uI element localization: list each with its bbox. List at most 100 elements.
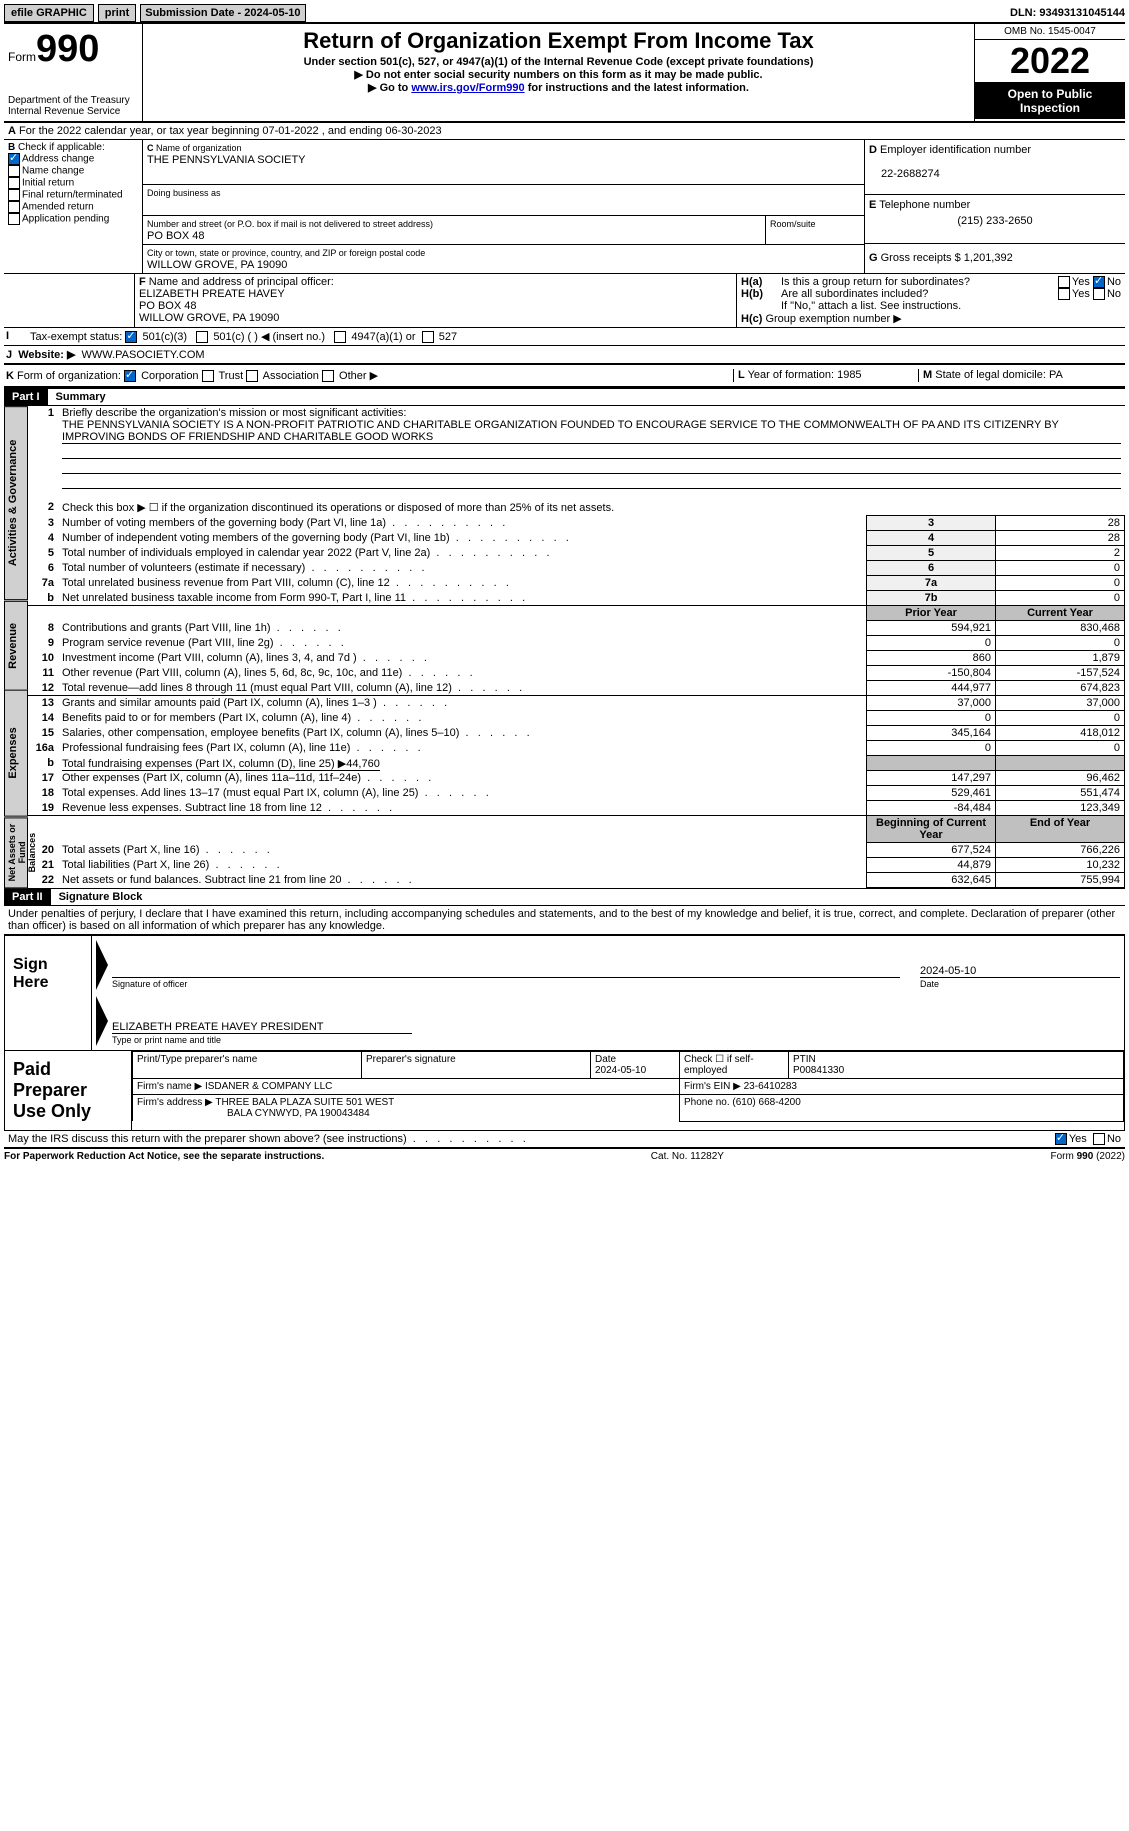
other-label: Other ▶ — [339, 370, 378, 382]
summary-row: 20 Total assets (Part X, line 16) 677,52… — [26, 843, 1125, 858]
summary-row: b Net unrelated business taxable income … — [26, 591, 1125, 606]
prep-date-header: Date — [595, 1054, 616, 1065]
501c3-checkbox[interactable] — [125, 331, 137, 343]
initial-return-label: Initial return — [22, 178, 74, 189]
form-label: Form — [8, 50, 36, 64]
discuss-no-checkbox[interactable] — [1093, 1133, 1105, 1145]
yes-label: Yes — [1072, 288, 1090, 300]
summary-row: 18 Total expenses. Add lines 13–17 (must… — [26, 786, 1125, 801]
dba-label: Doing business as — [147, 188, 221, 198]
part1-title: Summary — [48, 389, 114, 405]
phone-label: Telephone number — [879, 199, 970, 211]
assoc-checkbox[interactable] — [246, 370, 258, 382]
trust-checkbox[interactable] — [202, 370, 214, 382]
part1-header-row: Part I Summary — [4, 388, 1125, 406]
sig-name-label: Type or print name and title — [112, 1035, 221, 1045]
state-domicile-value: PA — [1049, 369, 1063, 381]
sig-arrow-icon — [96, 996, 108, 1046]
assoc-label: Association — [263, 370, 319, 382]
summary-row: 15 Salaries, other compensation, employe… — [26, 726, 1125, 741]
sig-officer-label: Signature of officer — [112, 979, 187, 989]
section-i: I Tax-exempt status: 501(c)(3) 501(c) ( … — [4, 328, 1125, 346]
goto-pre: Go to — [380, 82, 412, 94]
form-title: Return of Organization Exempt From Incom… — [145, 28, 972, 54]
summary-row: 4 Number of independent voting members o… — [26, 531, 1125, 546]
part2-header-row: Part II Signature Block — [4, 888, 1125, 906]
city-value: WILLOW GROVE, PA 19090 — [147, 259, 287, 271]
ptin-header: PTIN — [793, 1054, 816, 1065]
4947a1-checkbox[interactable] — [334, 331, 346, 343]
room-label: Room/suite — [770, 219, 816, 229]
ssn-note: Do not enter social security numbers on … — [145, 68, 972, 81]
discuss-yes-checkbox[interactable] — [1055, 1133, 1067, 1145]
line-a-text: For the 2022 calendar year, or tax year … — [19, 125, 442, 137]
paid-preparer-block: Paid Preparer Use Only Print/Type prepar… — [4, 1051, 1125, 1131]
phone-value: (215) 233-2650 — [869, 215, 1121, 227]
officer-addr1: PO BOX 48 — [139, 300, 196, 312]
sign-block: Sign Here Signature of officer 2024-05-1… — [4, 935, 1125, 1051]
amended-return-checkbox[interactable] — [8, 201, 20, 213]
print-button[interactable]: print — [98, 4, 136, 22]
tab-expenses: Expenses — [4, 690, 28, 817]
ein-label: Employer identification number — [880, 144, 1031, 156]
year-formation-value: 1985 — [837, 369, 861, 381]
sig-name: ELIZABETH PREATE HAVEY PRESIDENT — [112, 1021, 412, 1034]
irs-link[interactable]: www.irs.gov/Form990 — [411, 82, 524, 94]
firm-ein: 23-6410283 — [744, 1081, 797, 1092]
initial-return-checkbox[interactable] — [8, 177, 20, 189]
section-j: J Website: ▶ WWW.PASOCIETY.COM — [4, 346, 1125, 365]
tab-activities: Activities & Governance — [4, 406, 28, 600]
discuss-label: May the IRS discuss this return with the… — [8, 1133, 407, 1145]
summary-row: 8 Contributions and grants (Part VIII, l… — [26, 621, 1125, 636]
pra-notice: For Paperwork Reduction Act Notice, see … — [4, 1151, 324, 1162]
summary-row: 5 Total number of individuals employed i… — [26, 546, 1125, 561]
summary-row: 22 Net assets or fund balances. Subtract… — [26, 873, 1125, 888]
summary-table: 1 Briefly describe the organization's mi… — [26, 406, 1125, 888]
efile-button[interactable]: efile GRAPHIC — [4, 4, 94, 22]
summary-row: 13 Grants and similar amounts paid (Part… — [26, 696, 1125, 711]
org-name-label: Name of organization — [156, 143, 242, 153]
application-pending-checkbox[interactable] — [8, 213, 20, 225]
summary-row: 11 Other revenue (Part VIII, column (A),… — [26, 666, 1125, 681]
other-checkbox[interactable] — [322, 370, 334, 382]
summary-row: 3 Number of voting members of the govern… — [26, 516, 1125, 531]
discuss-row: May the IRS discuss this return with the… — [4, 1131, 1125, 1149]
form-number: 990 — [36, 28, 99, 70]
hb-label: Are all subordinates included? — [781, 288, 1058, 300]
prior-year-header: Prior Year — [867, 606, 996, 621]
name-change-label: Name change — [22, 166, 84, 177]
officer-name: ELIZABETH PREATE HAVEY — [139, 288, 285, 300]
application-pending-label: Application pending — [22, 214, 109, 225]
501c-checkbox[interactable] — [196, 331, 208, 343]
summary-row: 10 Investment income (Part VIII, column … — [26, 651, 1125, 666]
section-fh: F Name and address of principal officer:… — [4, 274, 1125, 328]
section-klm: K Form of organization: Corporation Trus… — [4, 365, 1125, 388]
corp-checkbox[interactable] — [124, 370, 136, 382]
line16b: Total fundraising expenses (Part IX, col… — [62, 758, 380, 771]
name-change-checkbox[interactable] — [8, 165, 20, 177]
form-footer: Form 990 (2022) — [1051, 1151, 1125, 1162]
sign-here-label: Sign Here — [5, 936, 92, 1050]
ha-no-checkbox[interactable] — [1093, 276, 1105, 288]
declaration: Under penalties of perjury, I declare th… — [4, 906, 1125, 935]
top-toolbar: efile GRAPHIC print Submission Date - 20… — [4, 4, 1125, 22]
hb-note: If "No," attach a list. See instructions… — [781, 300, 1121, 312]
hb-no-checkbox[interactable] — [1093, 288, 1105, 300]
final-return-checkbox[interactable] — [8, 189, 20, 201]
ptin-value: P00841330 — [793, 1065, 844, 1076]
527-checkbox[interactable] — [422, 331, 434, 343]
firm-addr-header: Firm's address ▶ — [137, 1097, 213, 1108]
prep-name-header: Print/Type preparer's name — [137, 1054, 257, 1065]
address-change-checkbox[interactable] — [8, 153, 20, 165]
website-label: Website: ▶ — [18, 349, 75, 361]
paid-preparer-label: Paid Preparer Use Only — [5, 1051, 132, 1130]
summary-row: 21 Total liabilities (Part X, line 26) 4… — [26, 858, 1125, 873]
firm-addr1: THREE BALA PLAZA SUITE 501 WEST — [215, 1097, 394, 1108]
ha-yes-checkbox[interactable] — [1058, 276, 1070, 288]
prep-self-employed: Check ☐ if self-employed — [684, 1054, 754, 1076]
hb-yes-checkbox[interactable] — [1058, 288, 1070, 300]
no-label: No — [1107, 288, 1121, 300]
cat-number: Cat. No. 11282Y — [651, 1151, 724, 1162]
501c3-label: 501(c)(3) — [142, 331, 187, 343]
501c-label: 501(c) ( ) ◀ (insert no.) — [213, 331, 325, 343]
